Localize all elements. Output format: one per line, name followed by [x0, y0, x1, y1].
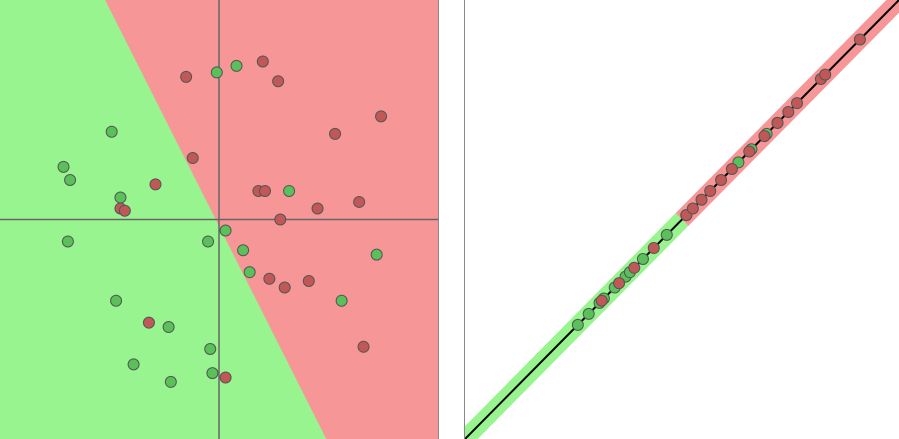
- data-point-class-b: [278, 281, 291, 294]
- data-point-class-a: [105, 125, 118, 138]
- projected-point-class-b: [686, 202, 699, 215]
- projected-point-class-b: [695, 193, 708, 206]
- projected-point-class-b: [743, 145, 756, 158]
- projected-point-class-a: [636, 253, 649, 266]
- data-point-class-b: [149, 178, 162, 191]
- data-point-class-b: [302, 274, 315, 287]
- projected-point-class-b: [758, 130, 771, 143]
- data-point-class-a: [204, 343, 217, 356]
- projection-plot: [465, 0, 899, 439]
- data-point-class-b: [258, 184, 271, 197]
- data-point-class-a: [230, 59, 243, 72]
- data-point-class-a: [164, 375, 177, 388]
- data-point-class-b: [263, 272, 276, 285]
- class-a-band: [465, 213, 689, 439]
- data-point-class-b: [353, 195, 366, 208]
- data-point-class-a: [283, 184, 296, 197]
- projected-point-class-b: [725, 163, 738, 176]
- data-point-class-a: [370, 248, 383, 261]
- data-point-class-a: [335, 294, 348, 307]
- projected-point-class-b: [595, 294, 608, 307]
- projected-point-class-a: [571, 318, 584, 331]
- data-point-class-b: [142, 316, 155, 329]
- data-points: [57, 55, 388, 388]
- data-point-class-a: [57, 160, 70, 173]
- data-point-class-a: [219, 224, 232, 237]
- projection-line-path: [465, 0, 899, 439]
- data-point-class-a: [202, 235, 215, 248]
- projected-point-class-b: [628, 261, 641, 274]
- projected-points: [571, 33, 866, 331]
- data-point-class-a: [210, 66, 223, 79]
- projected-point-class-b: [704, 184, 717, 197]
- data-point-class-b: [256, 55, 269, 68]
- data-point-class-b: [311, 202, 324, 215]
- data-point-class-a: [162, 321, 175, 334]
- data-point-class-b: [375, 110, 388, 123]
- data-point-class-a: [127, 358, 140, 371]
- data-point-class-b: [186, 152, 199, 165]
- data-point-class-b: [329, 127, 342, 140]
- projected-point-class-b: [791, 97, 804, 110]
- data-point-class-a: [114, 191, 127, 204]
- projection-line: [465, 0, 899, 439]
- data-point-class-a: [237, 244, 250, 257]
- data-point-class-b: [180, 70, 193, 83]
- projected-point-class-b: [715, 173, 728, 186]
- data-point-class-a: [110, 294, 123, 307]
- data-point-class-b: [272, 75, 285, 88]
- data-point-class-a: [64, 173, 77, 186]
- class-band: [465, 0, 899, 439]
- projected-point-class-b: [782, 105, 795, 118]
- decision-boundary-plot: [0, 0, 439, 439]
- projected-point-class-a: [660, 228, 673, 241]
- data-point-class-b: [118, 204, 131, 217]
- data-point-class-b: [274, 213, 287, 226]
- projected-point-class-b: [853, 33, 866, 46]
- projected-point-class-b: [613, 277, 626, 290]
- projected-point-class-b: [647, 242, 660, 255]
- data-point-class-b: [357, 340, 370, 353]
- data-point-class-a: [206, 367, 219, 380]
- data-point-class-a: [243, 266, 256, 279]
- projected-point-class-b: [771, 116, 784, 129]
- projected-point-class-b: [819, 68, 832, 81]
- data-point-class-a: [61, 235, 74, 248]
- projected-point-class-a: [582, 307, 595, 320]
- data-point-class-b: [219, 371, 232, 384]
